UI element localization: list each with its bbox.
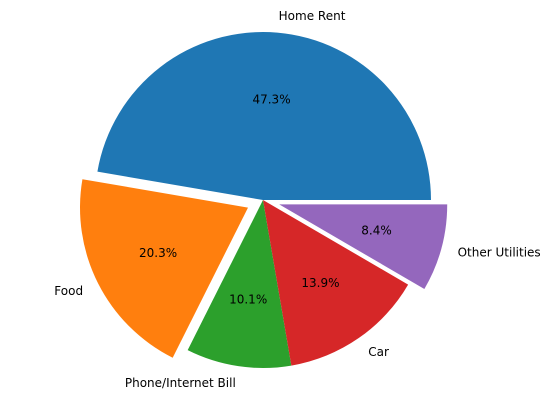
pie-slice-home-rent xyxy=(97,32,431,200)
pie-value-label-car: 13.9% xyxy=(301,276,339,290)
pie-category-label-other-utilities: Other Utilities xyxy=(458,246,541,260)
pie-category-label-car: Car xyxy=(368,345,389,359)
pie-category-label-home-rent: Home Rent xyxy=(279,9,346,23)
pie-value-label-food: 20.3% xyxy=(139,246,177,260)
pie-category-label-food: Food xyxy=(54,284,83,298)
pie-slices xyxy=(80,32,447,368)
pie-value-label-home-rent: 47.3% xyxy=(252,93,290,107)
pie-value-label-phone-internet-bill: 10.1% xyxy=(229,293,267,307)
pie-value-label-other-utilities: 8.4% xyxy=(361,224,392,238)
pie-category-label-phone-internet-bill: Phone/Internet Bill xyxy=(125,376,236,390)
